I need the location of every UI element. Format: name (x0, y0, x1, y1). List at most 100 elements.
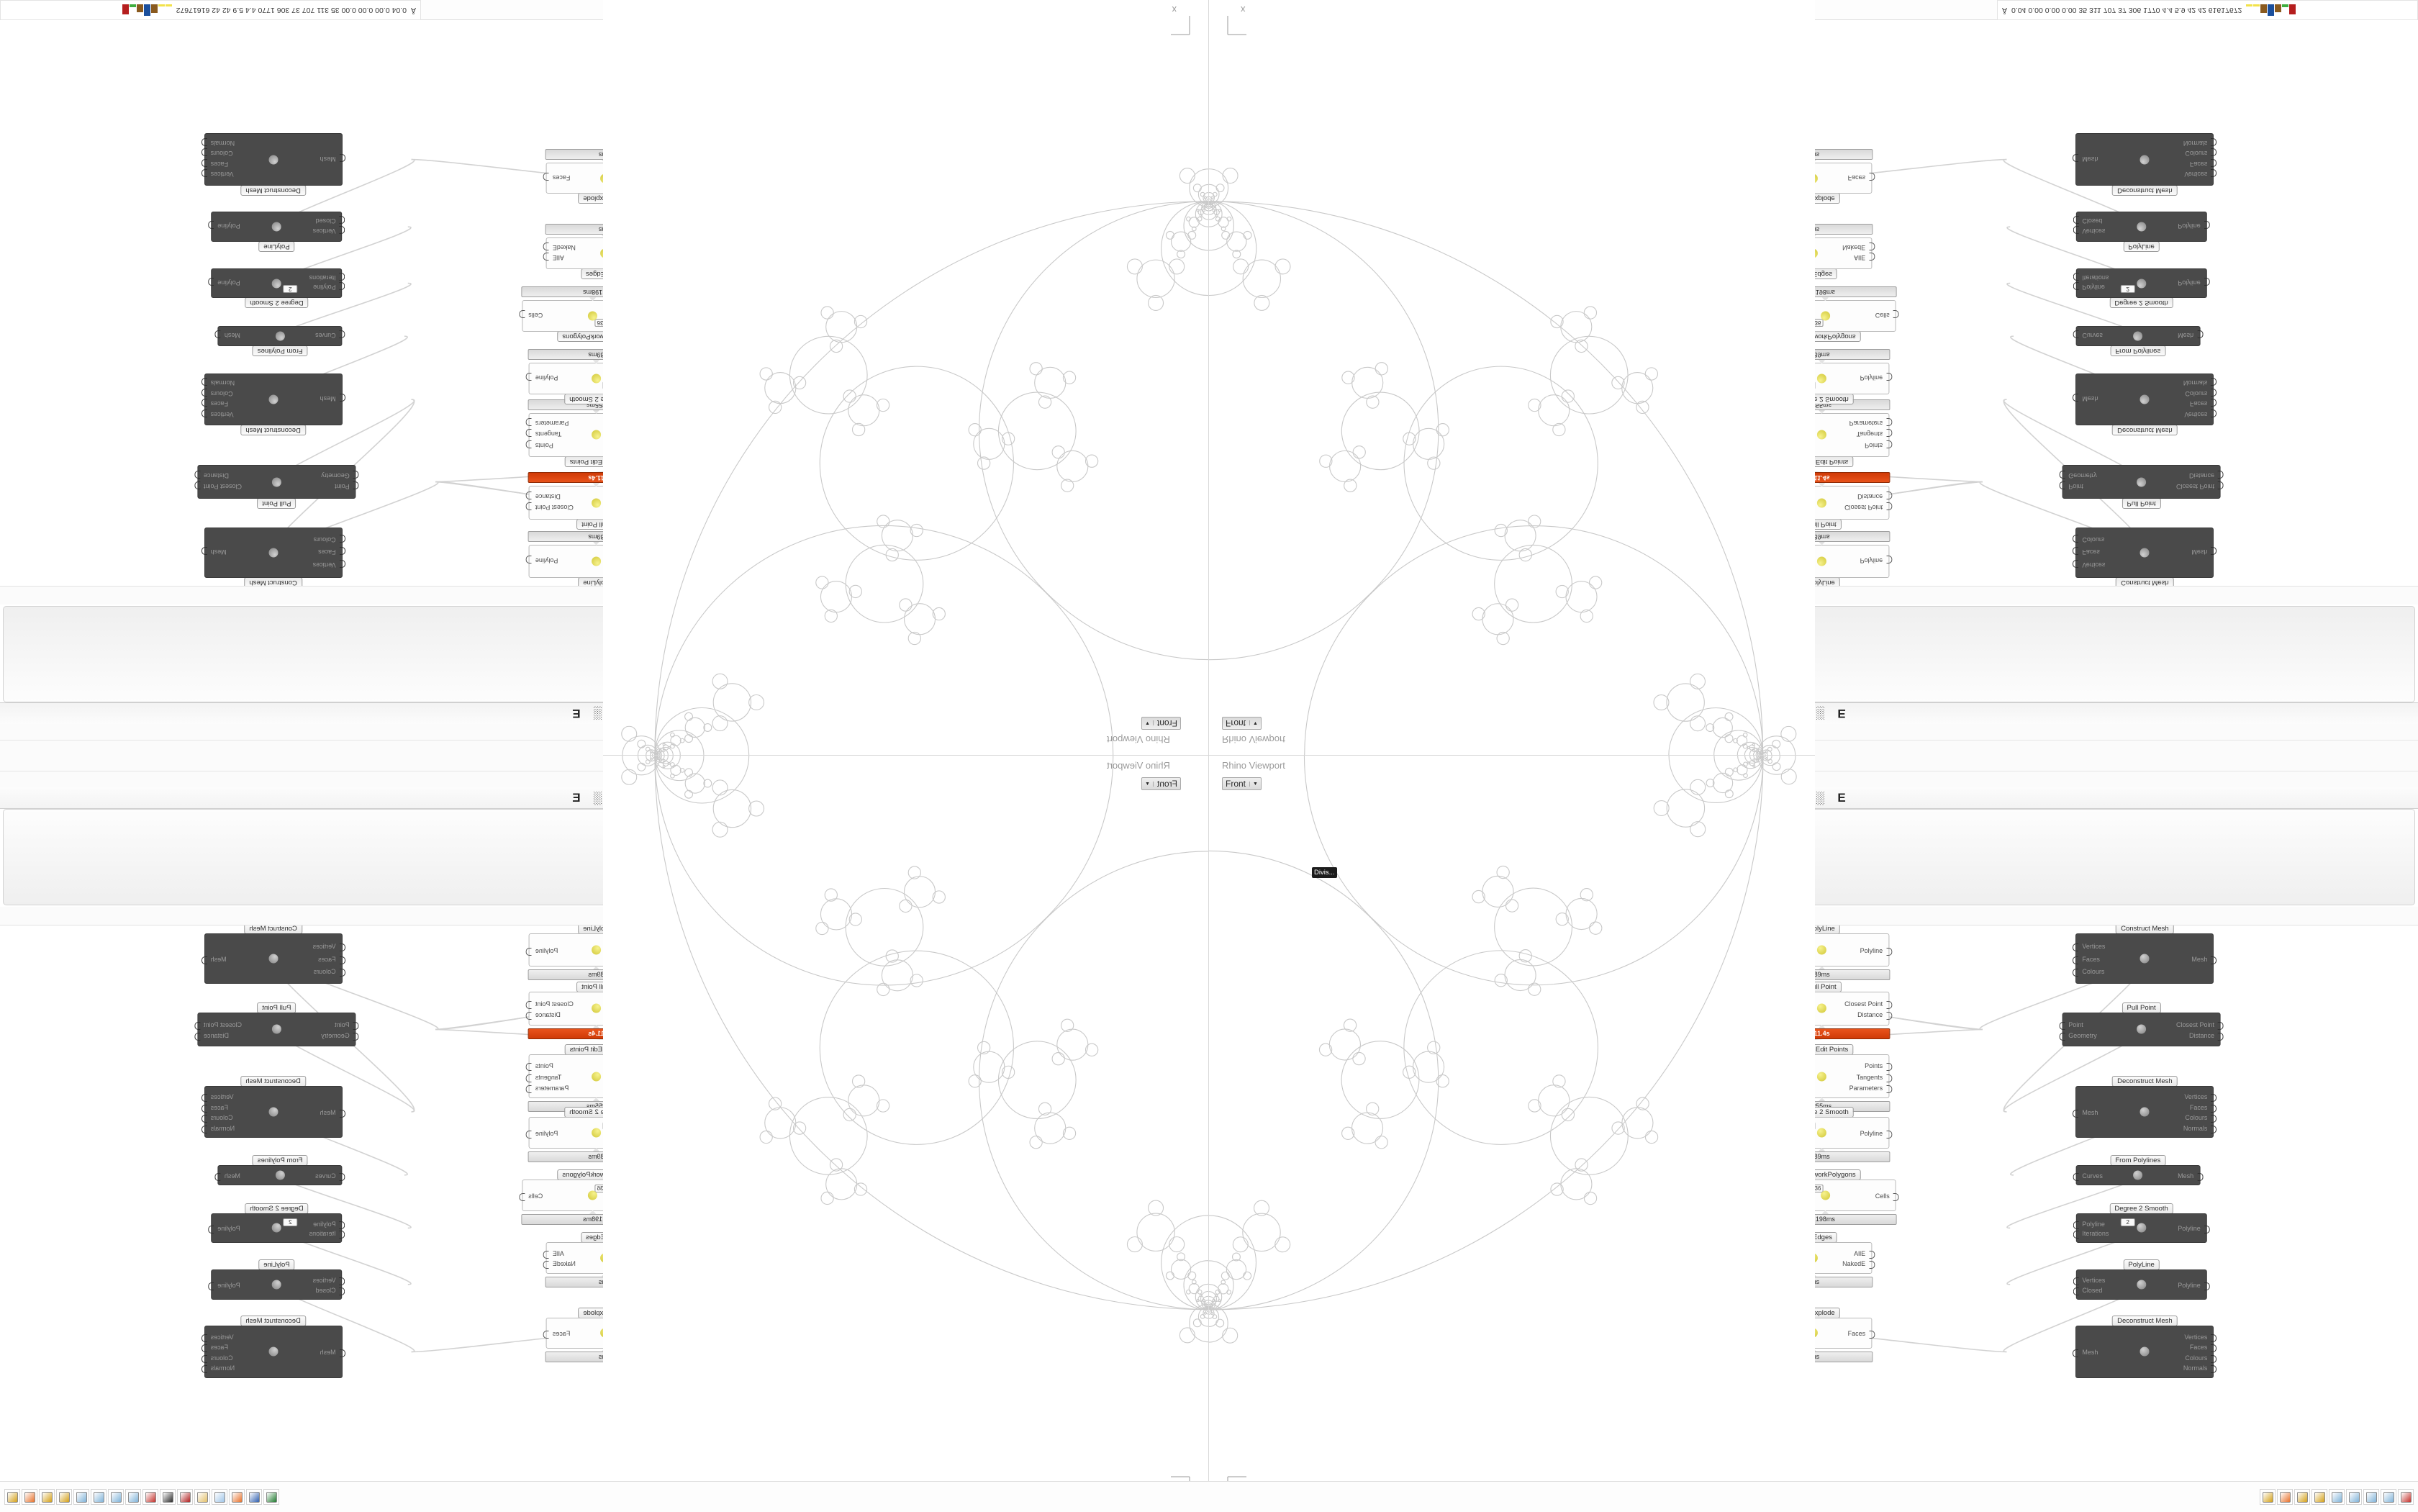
output-pin[interactable] (543, 172, 549, 181)
output-pin[interactable] (525, 373, 532, 381)
node-caption[interactable]: Pull Point (2122, 497, 2161, 509)
input-pin[interactable] (339, 534, 345, 543)
node-from-polylines[interactable]: Curves Mesh (214, 1164, 345, 1185)
output-pin[interactable] (208, 277, 214, 286)
node-from-polylines[interactable]: Curves Mesh (2073, 326, 2204, 347)
input-pin[interactable] (2073, 272, 2079, 281)
output-pin[interactable] (519, 1192, 525, 1201)
node-degree-2-smooth-2[interactable]: Polyline Iterations Polyline 2 (2073, 1213, 2210, 1244)
node-caption[interactable]: Deconstruct Mesh (2112, 1316, 2178, 1327)
node-deconstruct-mesh-3[interactable]: Mesh Vertices Faces Colours Normals (201, 1326, 345, 1378)
output-pin[interactable] (194, 1033, 201, 1041)
app-disk-1[interactable] (246, 1489, 262, 1505)
output-pin[interactable] (2211, 1365, 2217, 1374)
output-pin[interactable] (525, 1085, 532, 1093)
output-pin[interactable] (2217, 470, 2224, 479)
app-rhino-2[interactable] (2381, 1489, 2396, 1505)
output-pin[interactable] (214, 330, 221, 339)
node-caption[interactable]: Degree 2 Smooth (2109, 297, 2173, 309)
node-construct-mesh-2[interactable]: Vertices Faces Colours Mesh (2073, 528, 2217, 578)
node-construct-mesh-2[interactable]: Vertices Faces Colours Mesh (201, 528, 345, 578)
node-deconstruct-mesh-3[interactable]: Mesh Vertices Faces Colours Normals (2073, 133, 2217, 186)
node-pull-point-3[interactable]: Point Geometry Closest Point Distance (194, 1013, 359, 1046)
output-pin[interactable] (2211, 1334, 2217, 1342)
output-pin[interactable] (201, 378, 207, 386)
app-calc-1[interactable] (212, 1489, 227, 1505)
output-pin[interactable] (1886, 1130, 1893, 1138)
input-pin[interactable] (2073, 1221, 2079, 1229)
output-pin[interactable] (201, 1094, 207, 1103)
output-pin[interactable] (1886, 948, 1893, 956)
output-pin[interactable] (1886, 1063, 1893, 1072)
input-pin[interactable] (353, 481, 359, 490)
output-pin[interactable] (201, 409, 207, 417)
node-from-polylines[interactable]: Curves Mesh (2073, 1164, 2204, 1185)
output-pin[interactable] (1869, 1250, 1875, 1259)
output-pin[interactable] (543, 253, 549, 261)
node-caption[interactable]: From Polylines (2110, 1154, 2166, 1166)
app-paint-2[interactable] (91, 1489, 107, 1505)
output-pin[interactable] (525, 948, 532, 956)
input-pin[interactable] (2059, 1033, 2065, 1041)
app-ghost-2[interactable] (2363, 1489, 2379, 1505)
node-degree-2-smooth-2[interactable]: Polyline Iterations Polyline 2 (208, 1213, 345, 1244)
app-folder-1[interactable] (194, 1489, 210, 1505)
output-pin[interactable] (201, 148, 207, 157)
output-pin[interactable] (194, 1021, 201, 1030)
output-pin[interactable] (1886, 1012, 1893, 1020)
output-pin[interactable] (525, 418, 532, 427)
viewport-dropdown-bl[interactable]: Front ▼ (1141, 777, 1181, 790)
node-caption[interactable]: PolyLine (258, 241, 295, 253)
input-pin[interactable] (2073, 943, 2079, 952)
output-pin[interactable] (201, 158, 207, 167)
output-pin[interactable] (2211, 1354, 2217, 1363)
output-pin[interactable] (201, 1354, 207, 1363)
output-pin[interactable] (214, 1172, 221, 1181)
node-caption[interactable]: Deconstruct Mesh (2112, 1075, 2178, 1087)
input-pin[interactable] (339, 394, 345, 402)
viewport-dropdown-tl[interactable]: Front ▼ (1141, 717, 1181, 730)
output-pin[interactable] (2217, 481, 2224, 490)
output-pin[interactable] (1886, 429, 1893, 438)
output-pin[interactable] (2211, 1094, 2217, 1103)
node-caption[interactable]: PolyLine (258, 1259, 295, 1270)
parameter-value-input[interactable]: 2 (283, 1218, 298, 1226)
output-pin[interactable] (201, 547, 207, 556)
node-caption[interactable]: Pull Point (2122, 1002, 2161, 1014)
node-caption[interactable]: Pull Point (257, 497, 296, 509)
node-caption[interactable]: Deconstruct Mesh (240, 184, 306, 196)
ribbon-overflow-tab[interactable]: E (566, 704, 587, 724)
output-pin[interactable] (201, 169, 207, 178)
app-paint-5[interactable] (2398, 1489, 2414, 1505)
node-polyline-2[interactable]: Vertices Closed Polyline (2073, 1269, 2210, 1300)
node-caption[interactable]: Deconstruct Mesh (240, 1316, 306, 1327)
node-caption[interactable]: Deconstruct Mesh (240, 425, 306, 436)
input-pin[interactable] (2073, 1349, 2079, 1358)
input-pin[interactable] (2073, 956, 2079, 964)
output-pin[interactable] (2204, 1282, 2210, 1290)
input-pin[interactable] (2073, 534, 2079, 543)
output-pin[interactable] (2211, 1104, 2217, 1113)
output-pin[interactable] (2211, 1125, 2217, 1133)
node-caption[interactable]: Pull Point (257, 1002, 296, 1014)
app-soda-2[interactable] (2346, 1489, 2362, 1505)
node-construct-mesh-2[interactable]: Vertices Faces Colours Mesh (2073, 933, 2217, 984)
node-deconstruct-mesh-3[interactable]: Mesh Vertices Faces Colours Normals (201, 133, 345, 186)
rhino-viewport-top-left[interactable]: x (603, 0, 1209, 756)
output-pin[interactable] (201, 1344, 207, 1353)
node-deconstruct-mesh-3[interactable]: Mesh Vertices Faces Colours Normals (2073, 1326, 2217, 1378)
input-pin[interactable] (2073, 216, 2079, 225)
output-pin[interactable] (201, 1125, 207, 1133)
node-pull-point-3[interactable]: Point Geometry Closest Point Distance (194, 465, 359, 499)
output-pin[interactable] (525, 1130, 532, 1138)
output-pin[interactable] (525, 555, 532, 563)
output-pin[interactable] (1869, 1261, 1875, 1269)
output-pin[interactable] (208, 1282, 214, 1290)
parameter-value-input[interactable]: 2 (283, 285, 298, 294)
output-pin[interactable] (1886, 1085, 1893, 1093)
node-pull-point-3[interactable]: Point Geometry Closest Point Distance (2059, 465, 2224, 499)
app-firefox-2[interactable] (229, 1489, 245, 1505)
app-ghost-1[interactable] (160, 1489, 176, 1505)
output-pin[interactable] (201, 1115, 207, 1123)
output-pin[interactable] (201, 956, 207, 964)
